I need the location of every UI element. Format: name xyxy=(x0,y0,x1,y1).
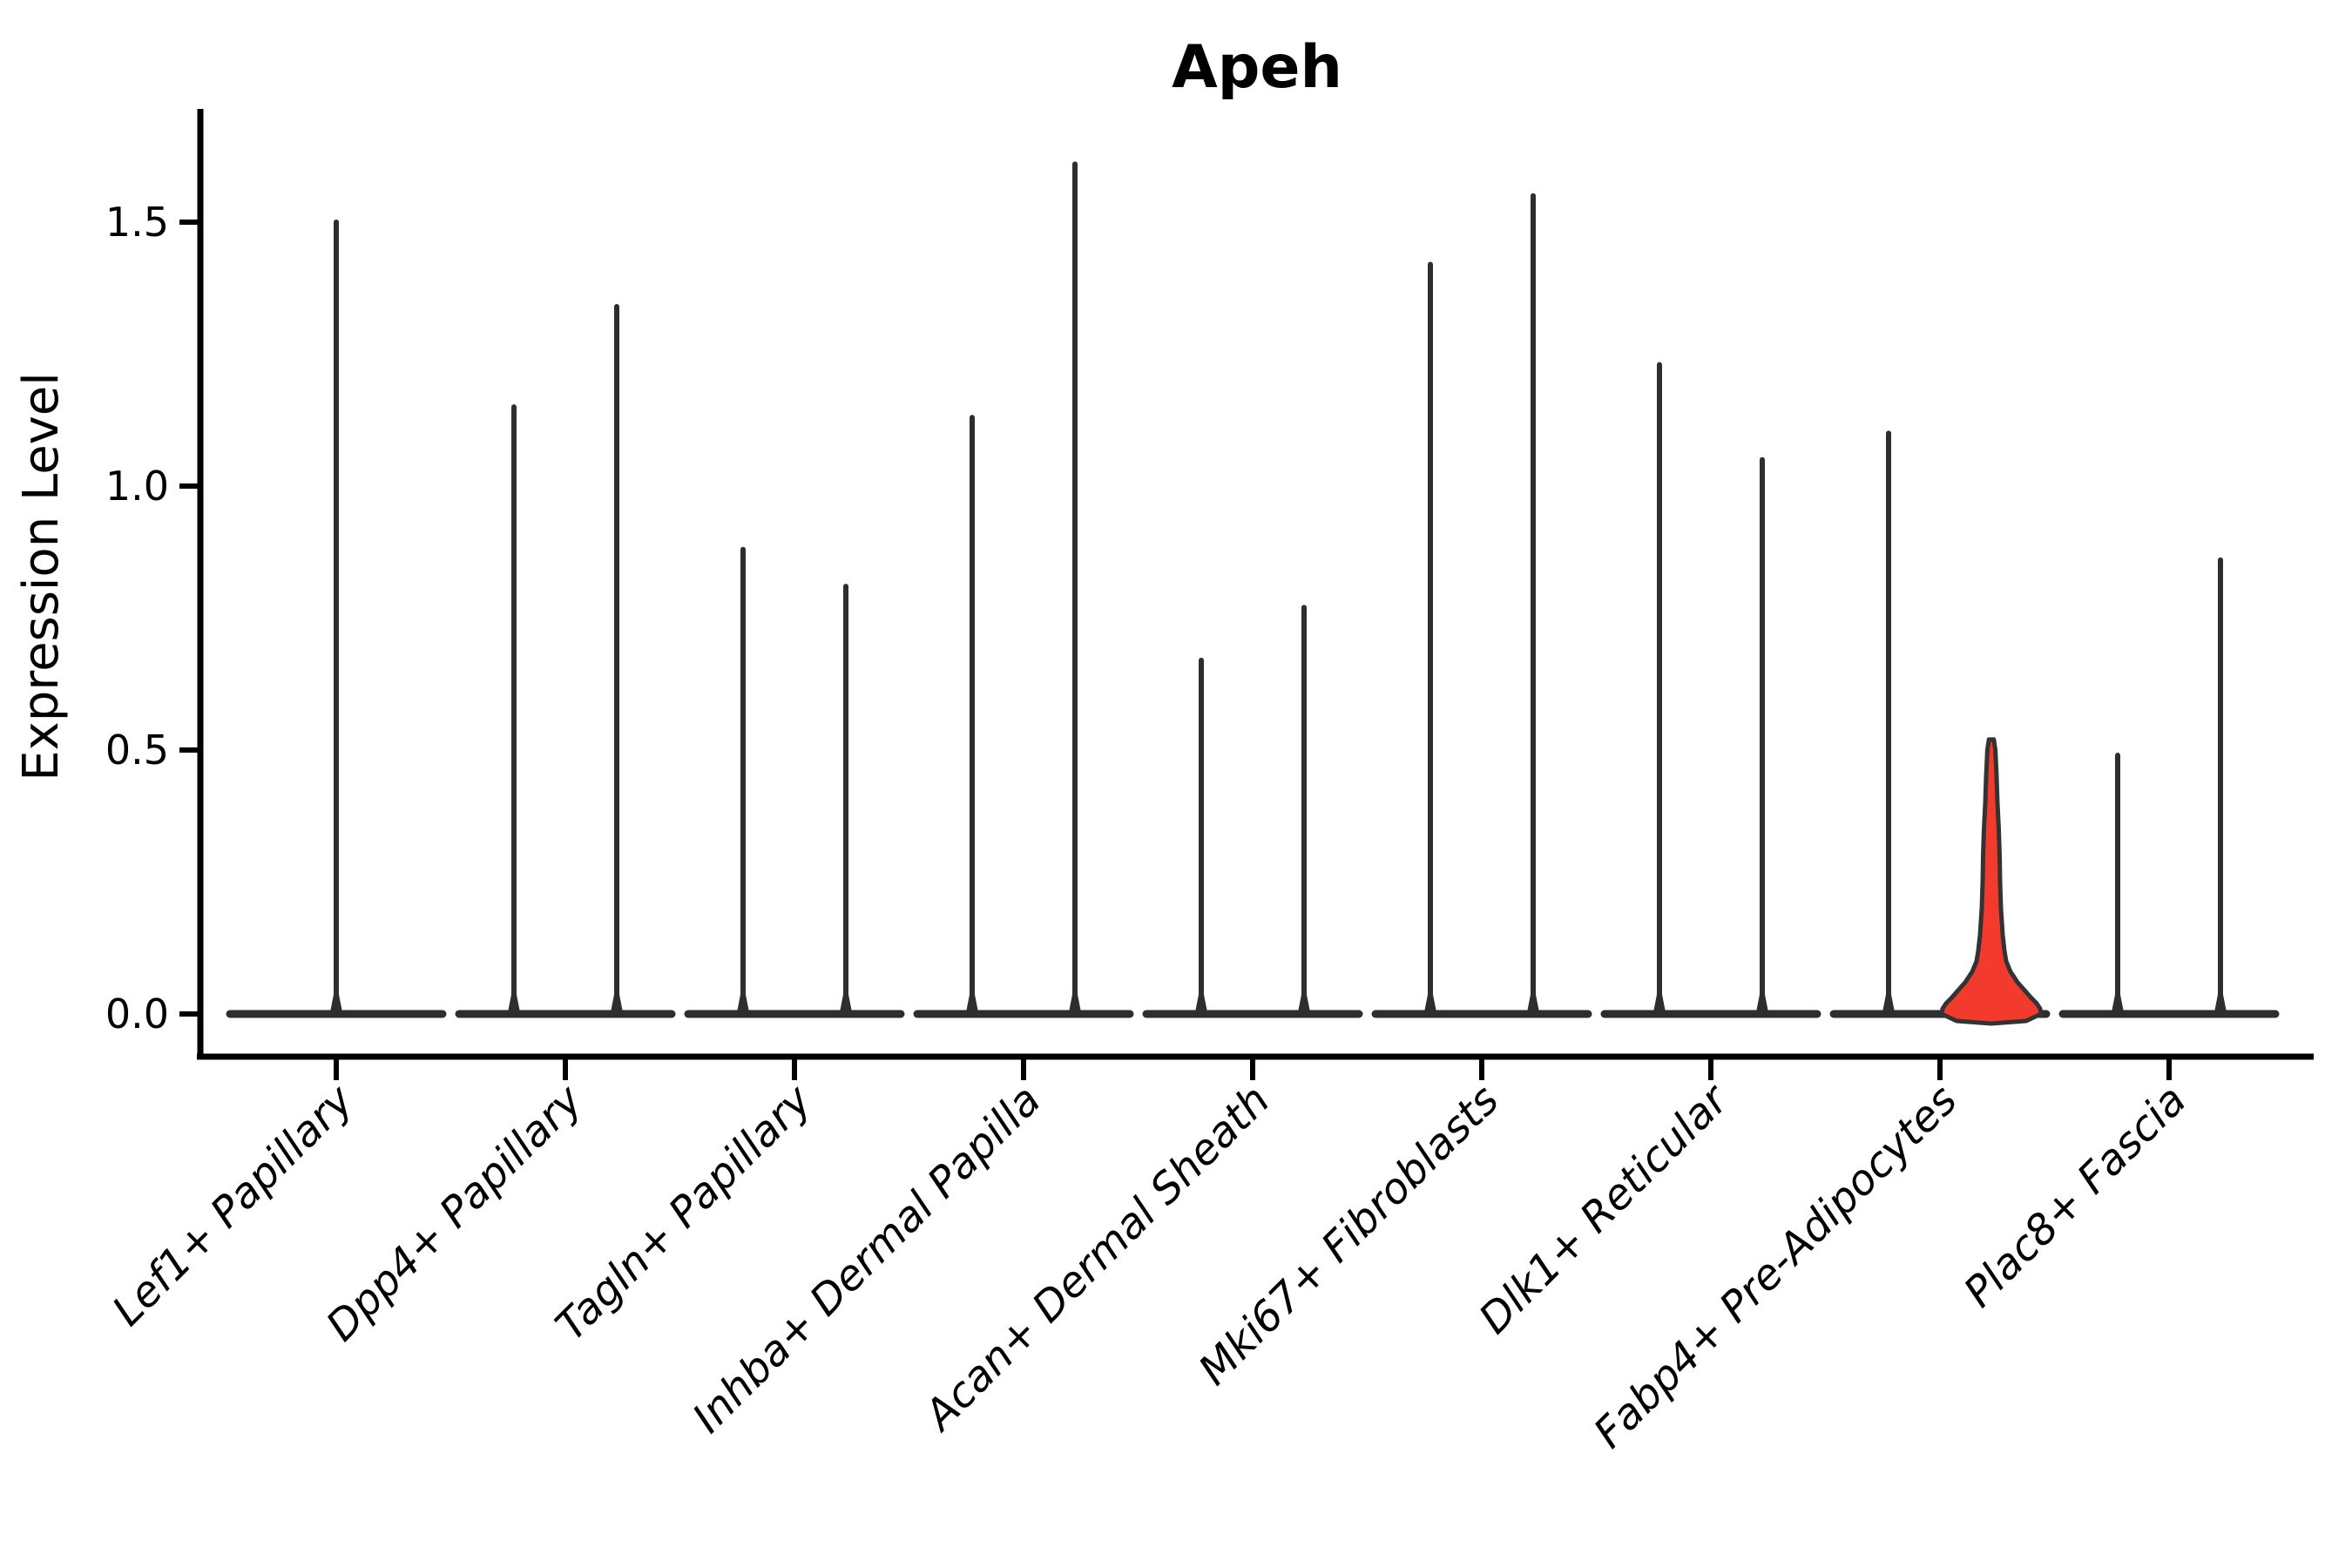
x-tick-label: Tagln+ Papillary xyxy=(546,1075,821,1350)
violins-layer xyxy=(226,161,2280,1026)
x-tick-label: Plac8+ Fascia xyxy=(1955,1076,2196,1317)
x-tick-label: Lef1+ Papillary xyxy=(103,1075,363,1335)
x-tick-label: Dpp4+ Papillary xyxy=(317,1075,592,1350)
y-tick-label: 1.5 xyxy=(105,199,169,246)
highlighted-violin xyxy=(1939,737,2044,1026)
plot-title: Apeh xyxy=(1172,33,1342,102)
y-tick-label: 0.0 xyxy=(105,990,169,1037)
y-axis-label: Expression Level xyxy=(13,372,70,781)
axes-layer: 0.0 0.5 1.0 1.5 xyxy=(105,109,2314,1080)
x-tick-label: Fabp4+ Pre-Adipocytes xyxy=(1585,1076,1967,1458)
y-tick-label: 1.0 xyxy=(105,463,169,510)
y-tick-label: 0.5 xyxy=(105,727,169,774)
x-tick-label: Dlk1+ Reticular xyxy=(1470,1074,1740,1344)
